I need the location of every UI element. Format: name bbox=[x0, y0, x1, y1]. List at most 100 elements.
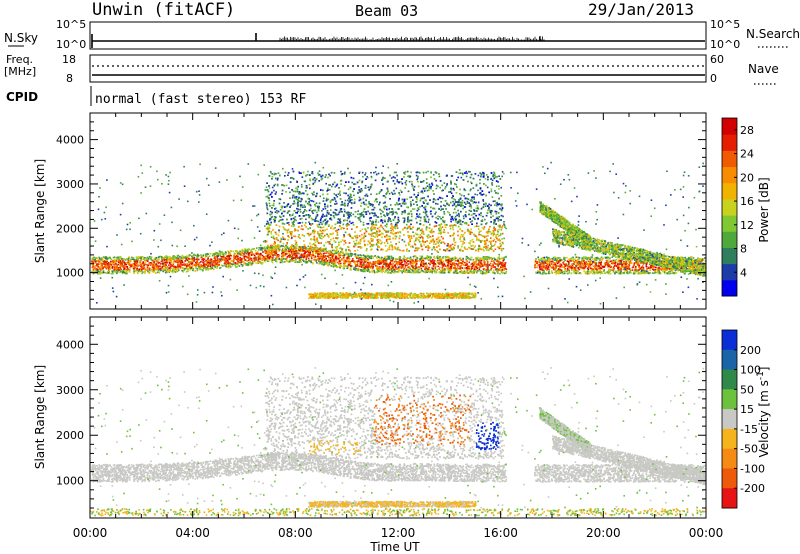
echo-cell bbox=[409, 272, 411, 274]
echo-cell bbox=[368, 269, 370, 271]
echo-cell bbox=[650, 266, 652, 268]
echo-cell bbox=[182, 258, 184, 260]
echo-cell bbox=[425, 266, 427, 268]
echo-cell bbox=[351, 261, 353, 263]
echo-cell bbox=[407, 261, 409, 263]
echo-cell bbox=[609, 271, 611, 273]
echo-cell bbox=[450, 264, 452, 266]
echo-cell bbox=[260, 253, 262, 255]
echo-cell bbox=[461, 270, 463, 272]
echo-cell bbox=[340, 260, 342, 262]
echo-cell bbox=[287, 256, 289, 258]
echo-cell bbox=[610, 261, 612, 263]
echo-cell bbox=[456, 269, 458, 271]
echo-cell bbox=[355, 254, 357, 256]
echo-cell bbox=[201, 265, 203, 267]
echo-cell bbox=[540, 258, 542, 260]
echo-cell bbox=[580, 262, 582, 264]
echo-cell bbox=[499, 273, 501, 275]
echo-cell bbox=[108, 269, 110, 271]
echo-cell bbox=[493, 272, 495, 274]
echo-cell bbox=[456, 272, 458, 274]
echo-cell bbox=[348, 257, 350, 259]
echo-cell bbox=[498, 260, 500, 262]
echo-cell bbox=[151, 269, 153, 271]
echo-cell bbox=[549, 261, 551, 263]
echo-cell bbox=[208, 260, 210, 262]
echo-cell bbox=[487, 261, 489, 263]
echo-cell bbox=[585, 272, 587, 274]
echo-cell bbox=[270, 249, 272, 251]
echo-cell bbox=[544, 266, 546, 268]
echo-cell bbox=[535, 272, 537, 274]
echo-cell bbox=[250, 264, 252, 266]
echo-cell bbox=[434, 258, 436, 260]
echo-cell bbox=[595, 272, 597, 274]
echo-cell bbox=[434, 269, 436, 271]
echo-cell bbox=[614, 265, 616, 267]
echo-cell bbox=[231, 250, 233, 252]
echo-cell bbox=[274, 252, 276, 254]
echo-cell bbox=[618, 267, 620, 269]
echo-cell bbox=[453, 267, 455, 269]
echo-cell bbox=[485, 273, 487, 275]
echo-cell bbox=[402, 266, 404, 268]
echo-cell bbox=[443, 260, 445, 262]
echo-cell bbox=[609, 269, 611, 271]
echo-cell bbox=[449, 269, 451, 271]
echo-cell bbox=[212, 255, 214, 257]
echo-cell bbox=[133, 271, 135, 273]
echo-cell bbox=[136, 266, 138, 268]
echo-cell bbox=[314, 256, 316, 258]
echo-cell bbox=[122, 262, 124, 264]
echo-cell bbox=[623, 272, 625, 274]
echo-cell bbox=[253, 262, 255, 264]
echo-cell bbox=[141, 273, 143, 275]
echo-cell bbox=[186, 257, 188, 259]
echo-cell bbox=[245, 264, 247, 266]
echo-cell bbox=[619, 273, 621, 275]
echo-cell bbox=[252, 248, 254, 250]
echo-cell bbox=[375, 272, 377, 274]
echo-cell bbox=[588, 261, 590, 263]
echo-cell bbox=[555, 273, 557, 275]
echo-cell bbox=[140, 260, 142, 262]
echo-cell bbox=[97, 270, 99, 272]
echo-cell bbox=[601, 261, 603, 263]
echo-cell bbox=[573, 263, 575, 265]
echo-cell bbox=[408, 263, 410, 265]
echo-cell bbox=[202, 258, 204, 260]
echo-cell bbox=[630, 272, 632, 274]
echo-cell bbox=[539, 266, 541, 268]
echo-cell bbox=[170, 264, 172, 266]
echo-cell bbox=[420, 260, 422, 262]
echo-cell bbox=[546, 262, 548, 264]
echo-cell bbox=[577, 272, 579, 274]
echo-cell bbox=[246, 263, 248, 265]
echo-cell bbox=[503, 269, 505, 271]
echo-cell bbox=[152, 271, 154, 273]
echo-cell bbox=[124, 272, 126, 274]
echo-cell bbox=[456, 263, 458, 265]
echo-cell bbox=[405, 266, 407, 268]
echo-cell bbox=[331, 262, 333, 264]
echo-cell bbox=[625, 263, 627, 265]
echo-cell bbox=[356, 257, 358, 259]
echo-cell bbox=[308, 255, 310, 257]
echo-cell bbox=[175, 256, 177, 258]
nsearch-tick-top: 10^5 bbox=[710, 18, 740, 31]
echo-cell bbox=[372, 269, 374, 271]
echo-cell bbox=[448, 271, 450, 273]
echo-cell bbox=[175, 271, 177, 273]
echo-cell bbox=[216, 267, 218, 269]
echo-cell bbox=[581, 260, 583, 262]
echo-cell bbox=[381, 261, 383, 263]
echo-cell bbox=[467, 271, 469, 273]
echo-cell bbox=[140, 257, 142, 259]
echo-cell bbox=[539, 272, 541, 274]
echo-cell bbox=[207, 266, 209, 268]
echo-cell bbox=[592, 258, 594, 260]
echo-cell bbox=[336, 267, 338, 269]
echo-cell bbox=[161, 257, 163, 259]
echo-cell bbox=[257, 257, 259, 259]
